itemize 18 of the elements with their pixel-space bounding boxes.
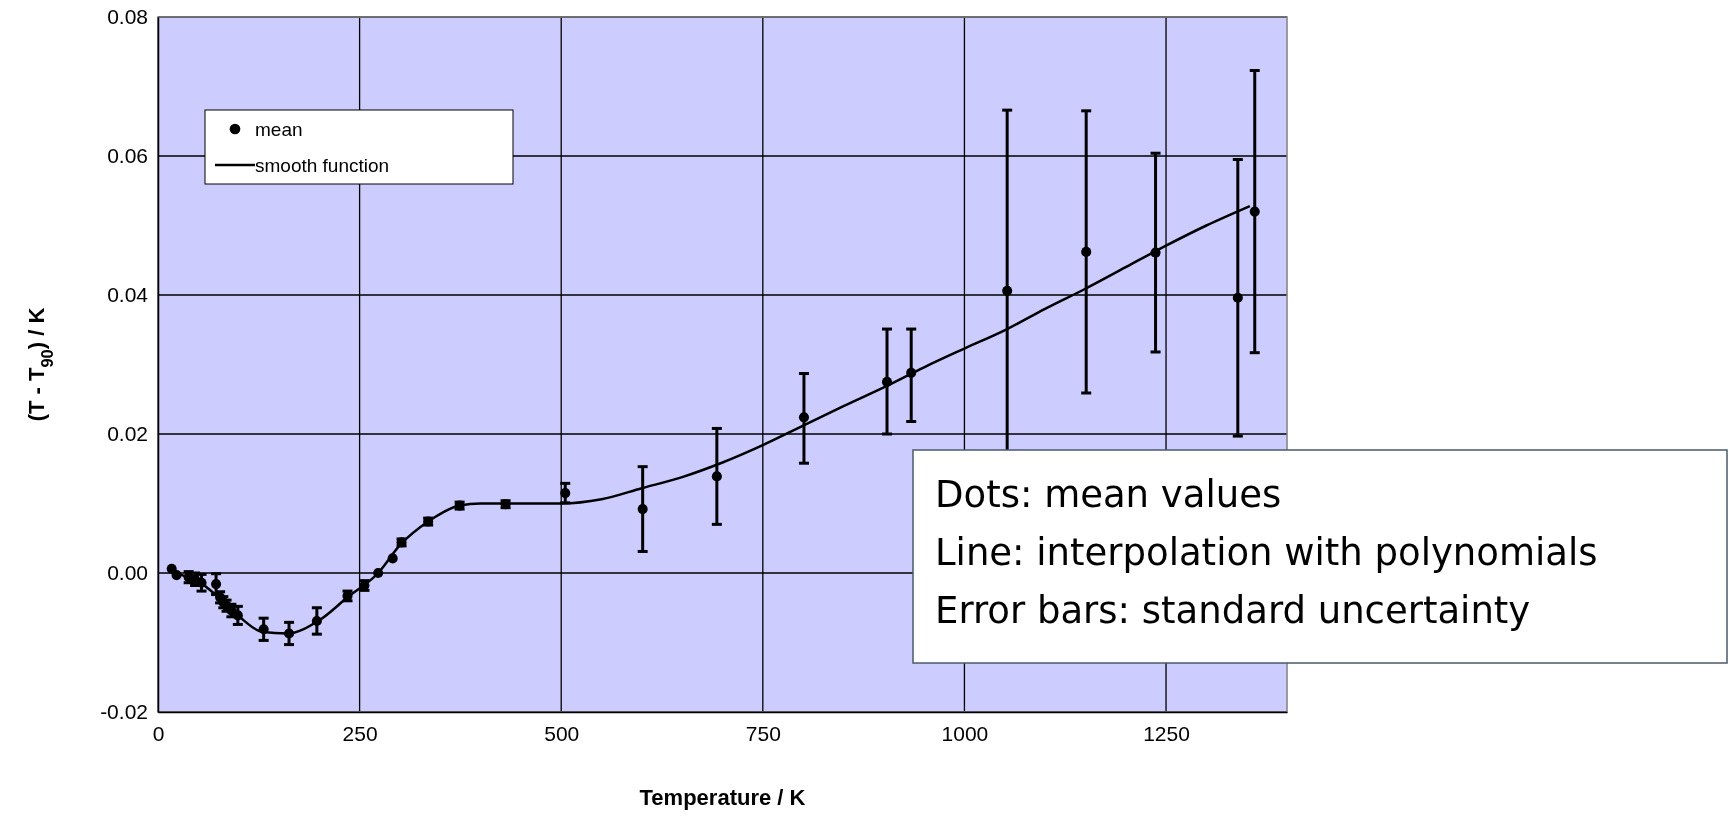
legend-label: smooth function xyxy=(255,155,390,176)
annotation: Line: interpolation with polynomials xyxy=(935,531,1598,574)
x-tick-label: 1250 xyxy=(1143,721,1190,745)
y-tick-label: -0.02 xyxy=(100,700,148,724)
annotation: Dots: mean values xyxy=(935,473,1282,516)
x-tick-label: 250 xyxy=(342,721,378,745)
y-tick-label: 0.08 xyxy=(107,5,148,29)
x-tick-label: 0 xyxy=(152,721,165,745)
y-tick-label: 0.02 xyxy=(107,422,148,446)
y-tick-label: 0.06 xyxy=(107,144,148,168)
y-tick-label: 0.04 xyxy=(107,283,149,307)
x-tick-label: 500 xyxy=(544,721,580,745)
x-axis-title: Temperature / K xyxy=(639,785,806,810)
x-tick-label: 750 xyxy=(745,721,781,745)
annotation: Error bars: standard uncertainty xyxy=(935,589,1531,632)
legend-label: mean xyxy=(255,119,303,140)
y-tick-label: 0.00 xyxy=(107,561,148,585)
x-tick-label: 1000 xyxy=(941,721,989,745)
